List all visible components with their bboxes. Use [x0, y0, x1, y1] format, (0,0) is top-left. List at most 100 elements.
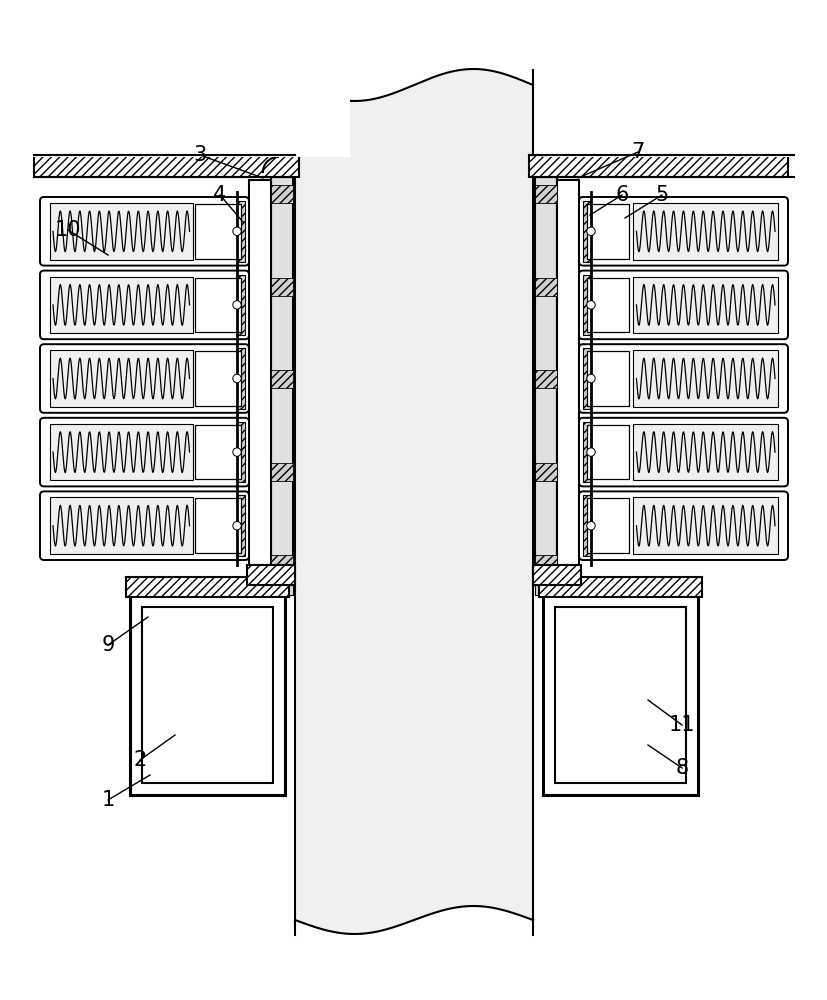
Bar	[534, 577, 557, 595]
Text: 1: 1	[101, 790, 114, 810]
FancyBboxPatch shape	[578, 344, 787, 413]
Bar	[141, 607, 273, 783]
Bar	[30, 0, 350, 157]
Circle shape	[232, 522, 241, 530]
Bar	[543, 0, 827, 157]
Bar	[237, 348, 245, 409]
Bar	[270, 277, 293, 296]
Circle shape	[232, 227, 241, 235]
FancyBboxPatch shape	[40, 197, 249, 266]
FancyBboxPatch shape	[578, 271, 787, 339]
Bar	[557, 180, 578, 565]
Circle shape	[586, 301, 595, 309]
Bar	[130, 595, 284, 795]
Bar	[534, 175, 557, 565]
Bar	[534, 277, 557, 296]
Bar	[194, 351, 241, 406]
Bar	[50, 277, 193, 333]
Circle shape	[234, 375, 240, 381]
Text: 3: 3	[194, 145, 207, 165]
Bar	[586, 425, 629, 479]
Bar	[50, 350, 193, 407]
Bar	[534, 157, 557, 177]
Bar	[237, 495, 245, 556]
Text: 7: 7	[631, 142, 644, 162]
Circle shape	[234, 302, 240, 308]
Bar	[533, 565, 581, 585]
Bar	[528, 155, 787, 177]
FancyBboxPatch shape	[40, 271, 249, 339]
FancyBboxPatch shape	[578, 197, 787, 266]
Bar	[126, 577, 289, 597]
FancyBboxPatch shape	[578, 491, 787, 560]
Bar	[246, 565, 294, 585]
Bar	[270, 577, 293, 595]
Circle shape	[587, 449, 593, 455]
Bar	[194, 498, 241, 553]
Bar	[50, 203, 193, 260]
Text: 5: 5	[655, 185, 668, 205]
Text: 9: 9	[101, 635, 115, 655]
Bar	[586, 351, 629, 406]
Circle shape	[586, 522, 595, 530]
Bar	[237, 422, 245, 482]
Text: 10: 10	[55, 220, 81, 240]
Text: 8: 8	[675, 758, 688, 778]
Circle shape	[234, 449, 240, 455]
Bar	[554, 607, 686, 783]
Circle shape	[586, 374, 595, 382]
Circle shape	[232, 301, 241, 309]
Bar	[534, 585, 557, 595]
Bar	[237, 275, 245, 335]
Bar	[270, 555, 293, 573]
Bar	[270, 370, 293, 388]
Bar	[534, 185, 557, 203]
FancyBboxPatch shape	[40, 418, 249, 486]
Bar	[249, 180, 270, 565]
Bar	[534, 462, 557, 481]
Circle shape	[232, 374, 241, 382]
Bar	[270, 185, 293, 203]
Text: 2: 2	[133, 750, 146, 770]
Bar	[270, 585, 293, 595]
Circle shape	[587, 302, 593, 308]
Bar	[50, 424, 193, 480]
Bar	[194, 204, 241, 259]
Bar	[543, 595, 697, 795]
FancyBboxPatch shape	[40, 491, 249, 560]
Bar	[50, 497, 193, 554]
Bar	[534, 555, 557, 573]
Bar	[538, 577, 701, 597]
Bar	[270, 175, 293, 565]
Bar	[270, 462, 293, 481]
Circle shape	[587, 523, 593, 529]
Bar	[633, 203, 777, 260]
Bar	[633, 424, 777, 480]
Text: 6: 6	[614, 185, 628, 205]
Bar	[582, 201, 590, 262]
Bar	[582, 348, 590, 409]
Bar	[633, 497, 777, 554]
Circle shape	[234, 523, 240, 529]
Bar	[586, 498, 629, 553]
Bar	[582, 495, 590, 556]
Circle shape	[234, 228, 240, 234]
Bar	[582, 422, 590, 482]
FancyBboxPatch shape	[40, 344, 249, 413]
Bar	[237, 201, 245, 262]
Circle shape	[232, 448, 241, 456]
Circle shape	[587, 228, 593, 234]
Bar	[34, 155, 299, 177]
Bar	[586, 278, 629, 332]
Circle shape	[586, 448, 595, 456]
Bar	[534, 370, 557, 388]
Bar	[633, 350, 777, 407]
Circle shape	[586, 227, 595, 235]
Text: 4: 4	[213, 185, 227, 205]
Bar	[294, 70, 533, 935]
Text: 11: 11	[668, 715, 695, 735]
Bar	[270, 157, 293, 177]
Bar	[194, 278, 241, 332]
Bar	[586, 204, 629, 259]
Circle shape	[587, 375, 593, 381]
